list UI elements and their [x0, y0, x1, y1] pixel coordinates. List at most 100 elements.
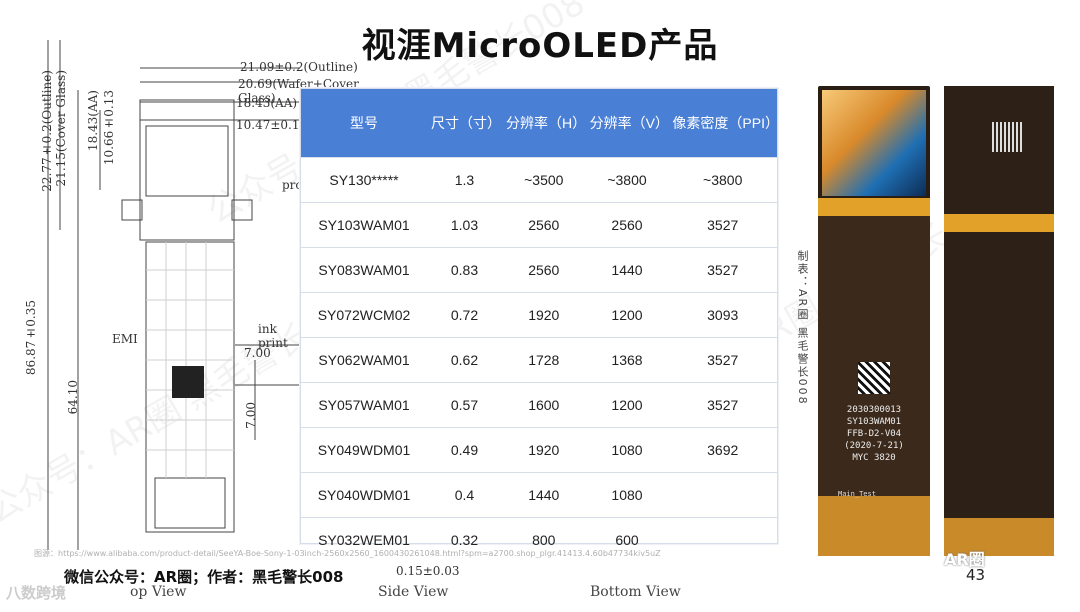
cell-res-v: 1080 — [585, 427, 669, 473]
cell-model: SY040WDM01 — [301, 472, 427, 518]
cell-model: SY072WCM02 — [301, 292, 427, 338]
cell-ppi — [668, 472, 777, 518]
product-table: 型号 尺寸（寸） 分辨率（H） 分辨率（V） 像素密度（PPI） SY130**… — [301, 89, 779, 562]
product-photo-front: 2030300013 SY103WAM01 FFB-D2-V04 (2020-7… — [818, 86, 930, 556]
cell-res-v: ~3800 — [585, 157, 669, 203]
cell-ppi: 3527 — [668, 337, 777, 383]
dim-outline-width: 21.09±0.2(Outline) — [240, 60, 358, 74]
dim-offset-width: 10.47±0.13 — [236, 118, 308, 132]
cell-size: 0.57 — [427, 382, 502, 428]
table-row: SY040WDM01 0.4 1440 1080 — [301, 472, 777, 518]
cell-res-h: 800 — [501, 517, 586, 562]
ink-print-mark — [172, 366, 204, 398]
cell-res-v: 1200 — [585, 382, 669, 428]
table-header-row: 型号 尺寸（寸） 分辨率（H） 分辨率（V） 像素密度（PPI） — [301, 89, 779, 158]
label-ink-print: ink print — [258, 322, 288, 350]
cell-model: SY032WEM01 — [301, 517, 427, 562]
qr-code-icon — [858, 362, 890, 394]
view-label-bottom: Bottom View — [590, 584, 681, 600]
col-header-size: 尺寸（寸） — [427, 89, 502, 158]
table-row: SY049WDM01 0.49 1920 1080 3692 — [301, 427, 777, 473]
col-header-model: 型号 — [301, 89, 427, 158]
flex-lower — [818, 496, 930, 556]
cell-res-h: 1440 — [501, 472, 586, 518]
cell-res-h: 2560 — [501, 247, 586, 293]
view-label-side: Side View — [378, 584, 449, 600]
cell-ppi: 3527 — [668, 202, 777, 248]
cell-res-h: 1920 — [501, 292, 586, 338]
cell-res-v: 1080 — [585, 472, 669, 518]
chip-marking: 2030300013 SY103WAM01 FFB-D2-V04 (2020-7… — [844, 405, 904, 463]
image-source: 图源：https://www.alibaba.com/product-detai… — [34, 549, 661, 558]
technical-drawing: 21.09±0.2(Outline) 20.69(Wafer+Cover Gla… — [0, 30, 460, 608]
table-row: SY072WCM02 0.72 1920 1200 3093 — [301, 292, 777, 338]
col-header-res-v: 分辨率（V） — [585, 89, 669, 158]
view-label-top: op View — [130, 584, 187, 600]
label-pro: pro — [282, 178, 303, 192]
table-row: SY062WAM01 0.62 1728 1368 3527 — [301, 337, 777, 383]
cell-ppi — [668, 517, 777, 562]
product-photo-back — [944, 86, 1054, 556]
cell-size: 1.3 — [427, 157, 502, 203]
page-title: 视涯MicroOLED产品 — [361, 26, 719, 66]
cell-ppi: 3692 — [668, 427, 777, 473]
cell-res-h: 2560 — [501, 202, 586, 248]
cell-model: SY057WAM01 — [301, 382, 427, 428]
cell-size: 0.72 — [427, 292, 502, 338]
cell-res-v: 1200 — [585, 292, 669, 338]
cell-ppi: 3527 — [668, 247, 777, 293]
label-emi: EMI — [112, 332, 138, 346]
cell-model: SY103WAM01 — [301, 202, 427, 248]
cell-res-v: 1368 — [585, 337, 669, 383]
col-header-res-h: 分辨率（H） — [501, 89, 586, 158]
datamatrix-icon — [992, 122, 1022, 152]
cell-size: 0.62 — [427, 337, 502, 383]
flex-lower — [944, 518, 1054, 556]
dim-glass-height: 21.15(Cover Glass) — [54, 70, 68, 187]
board-marking: Main_Test — [838, 490, 876, 498]
table-row: SY057WAM01 0.57 1600 1200 3527 — [301, 382, 777, 428]
table-row: SY103WAM01 1.03 2560 2560 3527 — [301, 202, 777, 248]
dim-ink-height: 7.00 — [244, 402, 258, 429]
cell-ppi: 3093 — [668, 292, 777, 338]
dim-total-length: 86.87±0.35 — [24, 300, 38, 376]
page-number: 43 — [966, 566, 986, 584]
spec-table: 型号 尺寸（寸） 分辨率（H） 分辨率（V） 像素密度（PPI） SY130**… — [300, 88, 779, 562]
cell-res-h: 1920 — [501, 427, 586, 473]
dim-aa-height: 18.43(AA) — [86, 90, 100, 152]
cell-res-h: ~3500 — [501, 157, 586, 203]
ar-logo: AR圈 — [944, 550, 985, 569]
cell-size: 0.83 — [427, 247, 502, 293]
dim-wafer-width: 20.69(Wafer+Cover Glass) — [238, 77, 359, 105]
cell-model: SY083WAM01 — [301, 247, 427, 293]
cell-model: SY049WDM01 — [301, 427, 427, 473]
cell-res-h: 1728 — [501, 337, 586, 383]
dim-outline-height: 22.77±0.2(Outline) — [40, 70, 54, 192]
flex-band — [818, 198, 930, 216]
table-row: SY083WAM01 0.83 2560 1440 3527 — [301, 247, 777, 293]
cell-model: SY062WAM01 — [301, 337, 427, 383]
cell-res-v: 600 — [585, 517, 669, 562]
cell-size: 1.03 — [427, 202, 502, 248]
dim-offset-height: 10.66±0.13 — [102, 90, 116, 166]
dim-thickness: 0.15±0.03 — [396, 564, 460, 578]
table-row: SY130***** 1.3 ~3500 ~3800 ~3800 — [301, 157, 777, 203]
footer-text: 微信公众号：AR圈；作者：黑毛警长008 — [64, 568, 344, 586]
cell-ppi: 3527 — [668, 382, 777, 428]
display-screen-image — [822, 90, 926, 196]
dim-ink-width: 7.00 — [244, 346, 271, 360]
cell-res-v: 2560 — [585, 202, 669, 248]
cell-res-h: 1600 — [501, 382, 586, 428]
dim-aa-width: 18.43(AA) — [236, 96, 298, 110]
cell-ppi: ~3800 — [668, 157, 777, 203]
drawing-svg — [47, 40, 300, 550]
table-credit: 制表：AR圈 黑毛警长008 — [796, 250, 809, 406]
cell-size: 0.4 — [427, 472, 502, 518]
flex-band — [944, 214, 1054, 232]
corner-brand-logo: 八数跨境 — [6, 584, 67, 602]
cell-res-v: 1440 — [585, 247, 669, 293]
cell-model: SY130***** — [301, 157, 427, 203]
col-header-ppi: 像素密度（PPI） — [668, 89, 779, 158]
cell-size: 0.49 — [427, 427, 502, 473]
cell-size: 0.32 — [427, 517, 502, 562]
